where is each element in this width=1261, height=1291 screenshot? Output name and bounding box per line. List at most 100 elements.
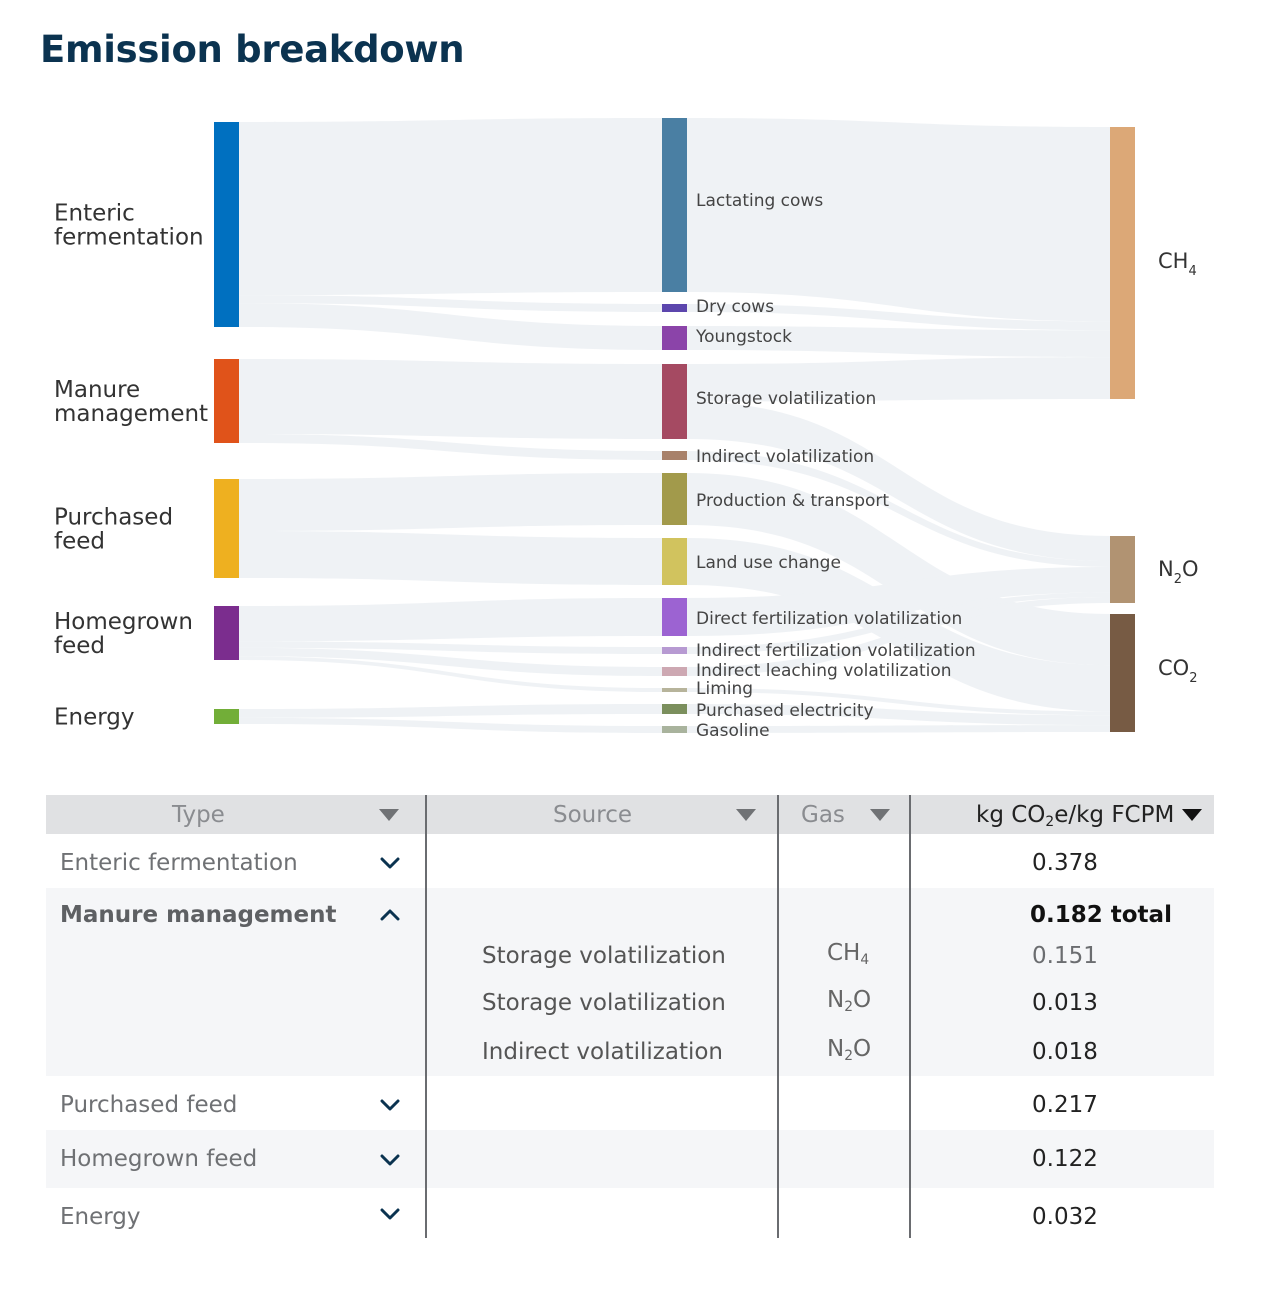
detail-source: Indirect volatilization: [482, 1039, 724, 1065]
source-label: Homegrown feed: [54, 609, 193, 659]
type-cell: Manure management: [60, 902, 337, 928]
value-cell: 0.122: [1032, 1146, 1098, 1172]
activity-node[interactable]: [662, 598, 687, 636]
gas-label: CH4: [1158, 249, 1197, 279]
gas-node[interactable]: [1110, 536, 1135, 603]
detail-gas: CH4: [827, 940, 870, 969]
type-cell: Homegrown feed: [60, 1146, 258, 1172]
sankey-link: [687, 592, 1110, 654]
sankey-link: [239, 118, 662, 296]
source-node[interactable]: [214, 122, 239, 327]
gas-node[interactable]: [1110, 127, 1135, 399]
activity-node[interactable]: [662, 647, 687, 654]
sankey-labels: Enteric fermentation Manure management Purch…: [54, 191, 1199, 741]
source-label: Manure management: [54, 377, 208, 427]
sankey-link: [239, 531, 662, 585]
sankey-link: [239, 303, 662, 350]
activity-label: Lactating cows: [696, 191, 823, 211]
source-node[interactable]: [214, 606, 239, 660]
activity-node[interactable]: [662, 326, 687, 350]
activity-node[interactable]: [662, 118, 687, 292]
detail-value: 0.018: [1032, 1039, 1098, 1065]
activity-node[interactable]: [662, 726, 687, 733]
sankey-link: [687, 401, 1110, 561]
activity-label: Dry cows: [696, 297, 774, 317]
sankey-link: [239, 656, 662, 692]
detail-source: Storage volatilization: [482, 943, 726, 969]
activity-label: Gasoline: [696, 721, 770, 741]
sankey-link: [687, 704, 1110, 726]
detail-value: 0.151: [1032, 943, 1098, 969]
activity-label: Youngstock: [695, 327, 792, 347]
activity-node[interactable]: [662, 688, 687, 692]
table-row[interactable]: Enteric fermentation 0.378: [46, 834, 1214, 888]
sort-desc-icon[interactable]: [1182, 809, 1202, 821]
caret-down-icon[interactable]: [870, 809, 890, 821]
sankey-link: [239, 295, 662, 312]
chevron-down-icon[interactable]: [379, 1098, 401, 1112]
activity-node[interactable]: [662, 704, 687, 714]
header-type[interactable]: Type: [172, 795, 225, 834]
gas-node[interactable]: [1110, 614, 1135, 732]
detail-gas: N2O: [827, 987, 872, 1016]
sankey-link: [239, 704, 662, 718]
chevron-down-icon[interactable]: [379, 1207, 401, 1221]
sankey-link: [239, 647, 662, 676]
caret-down-icon[interactable]: [379, 809, 399, 821]
activity-label: Direct fertilization volatilization: [696, 609, 962, 629]
source-node[interactable]: [214, 359, 239, 443]
sankey-link: [687, 326, 1110, 358]
column-divider: [909, 795, 911, 1238]
total-value: 0.182 total: [1030, 902, 1172, 928]
type-cell: Energy: [60, 1204, 141, 1230]
table-row[interactable]: Energy 0.032: [46, 1188, 1214, 1238]
activity-label: Indirect volatilization: [696, 447, 874, 467]
source-label: Energy: [54, 705, 135, 731]
activity-node[interactable]: [662, 451, 687, 460]
column-divider: [425, 795, 427, 1238]
detail-source: Storage volatilization: [482, 990, 726, 1016]
source-node[interactable]: [214, 709, 239, 724]
activity-node[interactable]: [662, 364, 687, 439]
header-gas-label: Gas: [801, 801, 845, 828]
emissions-table: Type Source Gas kg CO2e/kg FCPM Enteric …: [46, 795, 1214, 1238]
detail-gas: N2O: [827, 1036, 872, 1065]
sankey-link: [239, 598, 662, 642]
table-header: Type Source Gas kg CO2e/kg FCPM: [46, 795, 1214, 834]
sankey-link: [239, 434, 662, 460]
sankey-link: [239, 359, 662, 439]
type-cell: Enteric fermentation: [60, 850, 298, 876]
sankey-nodes: [214, 118, 1135, 733]
sankey-link: [687, 473, 1110, 666]
sankey-link: [239, 641, 662, 654]
gas-label: N2O: [1158, 557, 1199, 587]
header-value-label: kg CO2e/kg FCPM: [976, 801, 1175, 830]
chevron-up-icon[interactable]: [379, 908, 401, 922]
column-divider: [777, 795, 779, 1238]
activity-label: Land use change: [696, 553, 841, 573]
chevron-down-icon[interactable]: [379, 1153, 401, 1167]
header-gas[interactable]: Gas: [801, 795, 845, 834]
chevron-down-icon[interactable]: [379, 856, 401, 870]
activity-node[interactable]: [662, 473, 687, 525]
table-row[interactable]: Purchased feed 0.217: [46, 1076, 1214, 1130]
source-node[interactable]: [214, 479, 239, 578]
header-source-label: Source: [553, 801, 632, 828]
table-row-expanded[interactable]: Manure management 0.182 total Storage vo…: [46, 888, 1214, 1076]
table-row[interactable]: Homegrown feed 0.122: [46, 1130, 1214, 1188]
gas-label: CO2: [1158, 656, 1197, 686]
header-value[interactable]: kg CO2e/kg FCPM: [976, 795, 1174, 834]
activity-label: Indirect leaching volatilization: [696, 661, 952, 681]
sankey-links: [239, 118, 1110, 733]
activity-node[interactable]: [662, 667, 687, 676]
value-cell: 0.378: [1032, 850, 1098, 876]
header-source[interactable]: Source: [553, 795, 632, 834]
sankey-link: [687, 357, 1110, 402]
activity-label: Liming: [696, 679, 753, 699]
page-title: Emission breakdown: [40, 28, 465, 71]
activity-node[interactable]: [662, 304, 687, 312]
activity-node[interactable]: [662, 538, 687, 585]
activity-label: Storage volatilization: [696, 389, 876, 409]
caret-down-icon[interactable]: [736, 809, 756, 821]
sankey-link: [239, 717, 662, 733]
